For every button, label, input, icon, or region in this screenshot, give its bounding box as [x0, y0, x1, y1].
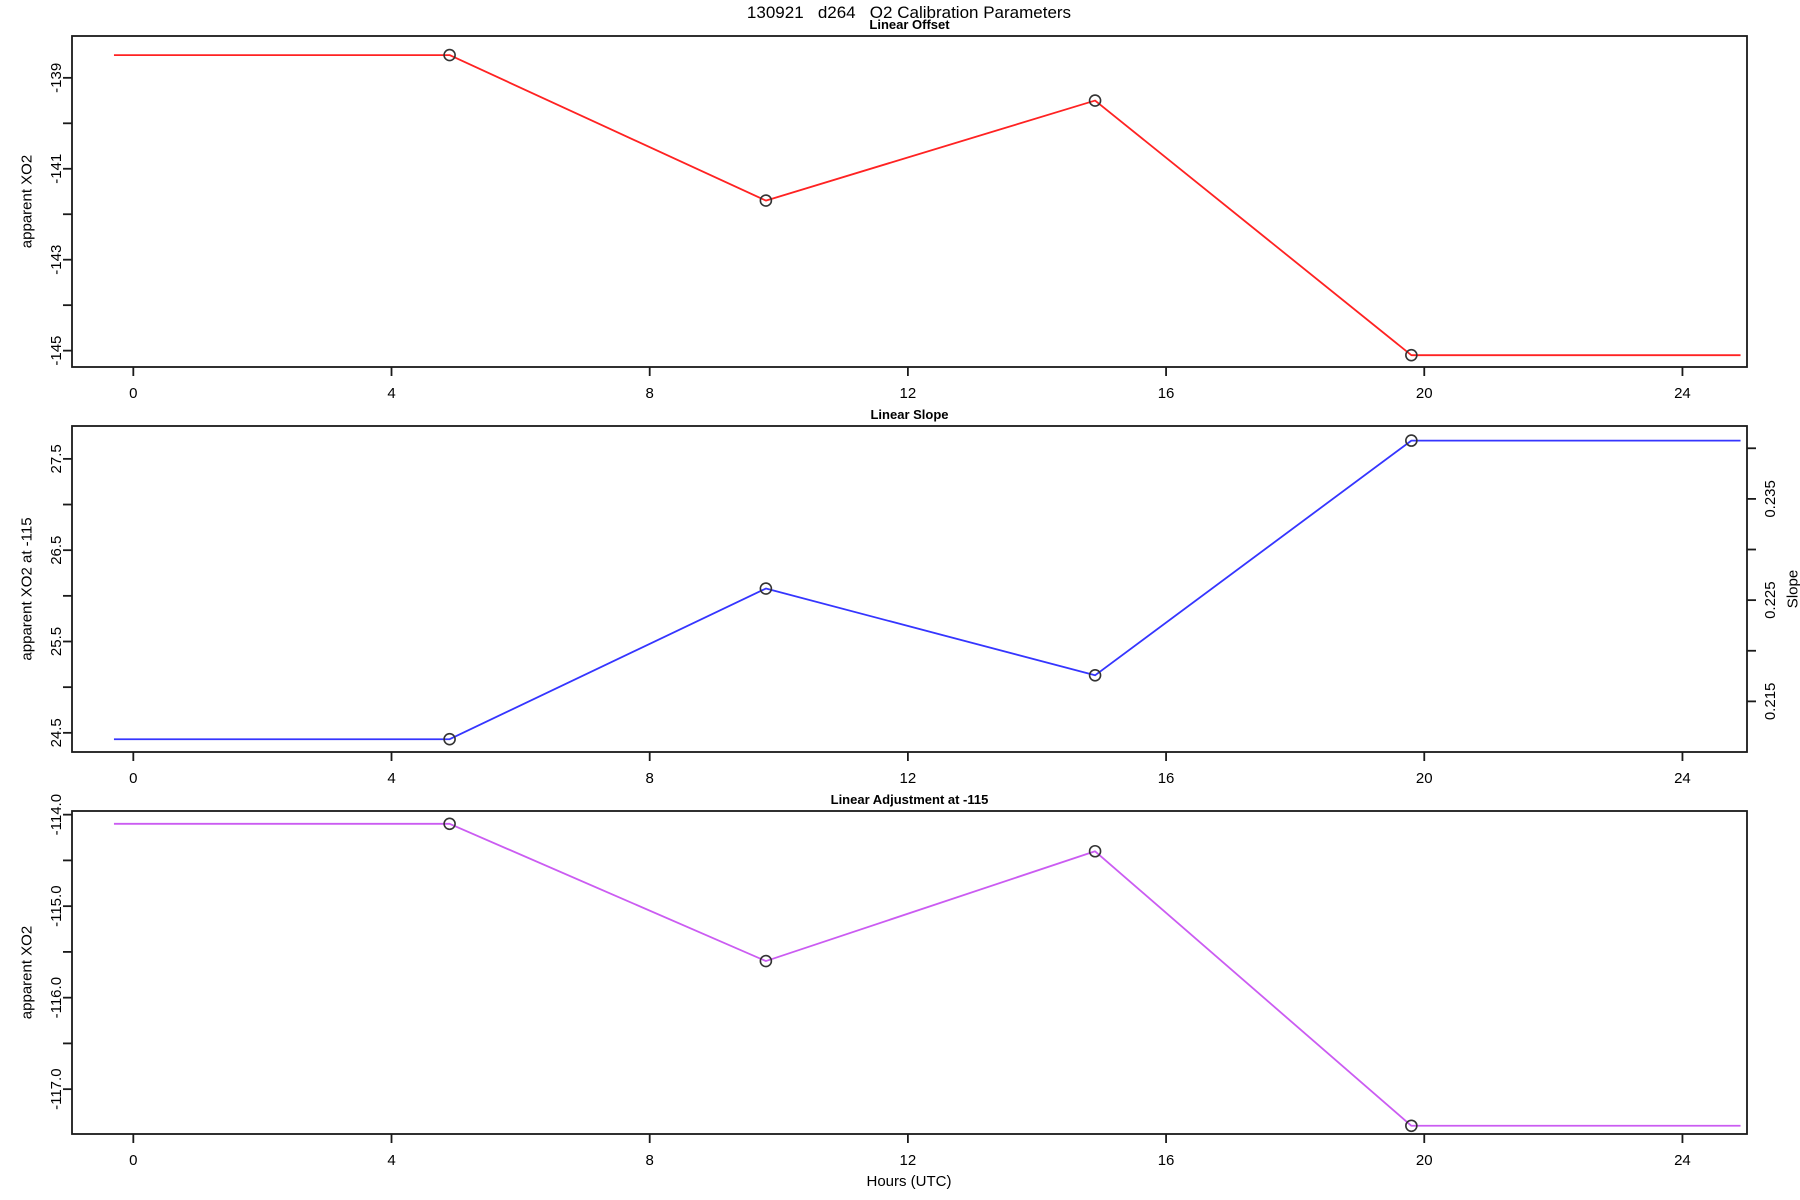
y2-axis-label: Slope [1784, 570, 1800, 608]
data-point-marker [443, 48, 456, 62]
y-axis-label: apparent XO2 at -115 [18, 517, 35, 660]
plot-frame [71, 35, 1748, 368]
data-point-marker [443, 817, 456, 831]
chart-title: 130921 d264 O2 Calibration Parameters [747, 3, 1071, 22]
y2-tick-label: 0.225 [1762, 581, 1779, 619]
data-point-marker [1405, 348, 1418, 362]
x-tick-label: 0 [129, 385, 137, 402]
x-tick-label: 20 [1416, 385, 1433, 402]
panel-linear-slope: 0 4 8 12 16 20 24 24.5 25.5 26.5 27.5 0.215 0.225 0.2… [18, 407, 1800, 787]
y-tick-label: -114.0 [48, 794, 65, 835]
x-tick-label: 16 [1158, 1152, 1175, 1169]
data-point-marker [759, 194, 773, 207]
data-line [113, 54, 1741, 357]
x-tick-label: 0 [129, 770, 137, 787]
x-tick-label: 24 [1674, 385, 1691, 402]
y-tick-label: -116.0 [48, 977, 65, 1018]
y-tick-label: 27.5 [48, 444, 65, 473]
panel-title: Linear Offset [869, 17, 950, 32]
y-tick-label: 26.5 [48, 536, 65, 565]
data-point-marker [759, 582, 773, 595]
y-tick-label: 24.5 [48, 718, 65, 747]
data-point-marker [1088, 844, 1102, 858]
y-tick-label: -139 [48, 63, 65, 93]
x-tick-label: 0 [129, 1152, 137, 1169]
data-line [113, 439, 1741, 741]
x-tick-label: 8 [646, 770, 654, 787]
x-tick-label: 20 [1416, 770, 1433, 787]
y-axis-label: apparent XO2 [18, 155, 35, 248]
x-tick-label: 4 [387, 770, 395, 787]
x-tick-label: 12 [900, 1152, 917, 1169]
x-tick-label: 12 [900, 385, 917, 402]
x-tick-label: 8 [646, 1152, 654, 1169]
x-tick-label: 24 [1674, 1152, 1691, 1169]
y2-tick-label: 0.235 [1762, 480, 1779, 518]
panel-linear-adjustment-at-115: 0 4 8 12 16 20 24 -117.0 -116.0 -115.0 -114.0 Linea… [18, 792, 1748, 1169]
x-tick-label: 24 [1674, 770, 1691, 787]
panel-title: Linear Adjustment at -115 [831, 792, 989, 807]
plot-frame [71, 810, 1748, 1135]
y-tick-label: -145 [48, 336, 65, 366]
x-tick-label: 16 [1158, 770, 1175, 787]
data-point-marker [443, 732, 456, 746]
x-tick-label: 8 [646, 385, 654, 402]
x-tick-label: 4 [387, 385, 395, 402]
data-point-marker [1088, 94, 1102, 107]
y-tick-label: 25.5 [48, 627, 65, 656]
x-tick-label: 20 [1416, 1152, 1433, 1169]
data-line [113, 822, 1741, 1127]
y-tick-label: -141 [48, 154, 65, 184]
panels-group: 0 4 8 12 16 20 24 -145 -143 -141 -139 Linear Offset… [18, 17, 1800, 1169]
data-point-marker [1405, 434, 1418, 447]
y-tick-label: -117.0 [48, 1068, 65, 1109]
data-point-marker [1088, 668, 1102, 682]
x-tick-label: 16 [1158, 385, 1175, 402]
plot-frame [71, 425, 1748, 753]
data-point-marker [759, 954, 773, 968]
panel-linear-offset: 0 4 8 12 16 20 24 -145 -143 -141 -139 Linear Offset… [18, 17, 1748, 402]
data-point-marker [1405, 1119, 1418, 1133]
y-tick-label: -115.0 [48, 885, 65, 926]
x-tick-label: 4 [387, 1152, 395, 1169]
y2-tick-label: 0.215 [1762, 683, 1779, 721]
x-axis-label: Hours (UTC) [867, 1173, 952, 1190]
y-axis-label: apparent XO2 [18, 926, 35, 1019]
x-tick-label: 12 [900, 770, 917, 787]
panel-title: Linear Slope [870, 407, 948, 422]
y-tick-label: -143 [48, 245, 65, 275]
